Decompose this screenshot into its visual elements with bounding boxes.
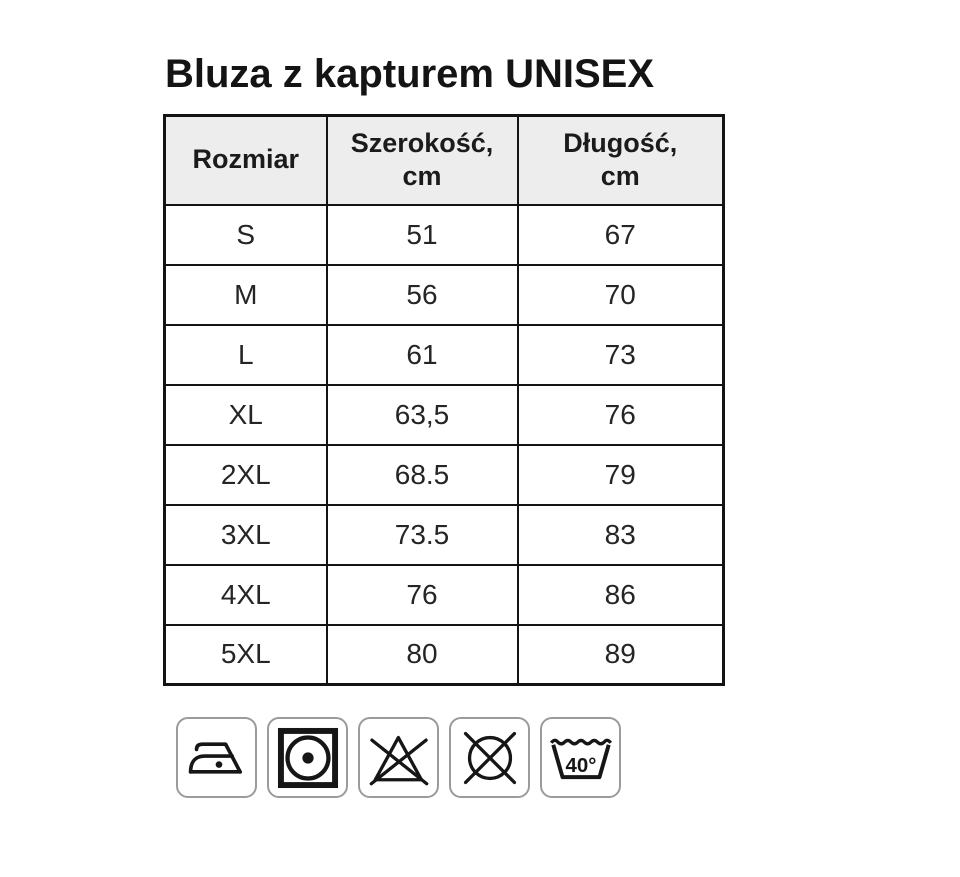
size-cell: 5XL [163, 623, 328, 686]
table-row: XL 63,5 76 [163, 383, 725, 446]
width-cell: 73.5 [325, 503, 519, 566]
length-cell: 76 [516, 383, 725, 446]
length-cell: 86 [516, 563, 725, 626]
width-cell: 76 [325, 563, 519, 626]
do-not-dry-clean-icon [449, 717, 530, 798]
table-row: M 56 70 [163, 263, 725, 326]
size-cell: S [163, 203, 328, 266]
size-cell: 4XL [163, 563, 328, 626]
table-row: 2XL 68.5 79 [163, 443, 725, 506]
width-cell: 61 [325, 323, 519, 386]
length-cell: 83 [516, 503, 725, 566]
table-header-row: Rozmiar Szerokość, cm Długość, cm [163, 114, 725, 206]
wash-40-degrees-icon: 40° [540, 717, 621, 798]
size-cell: 2XL [163, 443, 328, 506]
size-cell: XL [163, 383, 328, 446]
length-cell: 89 [516, 623, 725, 686]
header-length: Długość, cm [516, 114, 725, 206]
length-cell: 79 [516, 443, 725, 506]
size-cell: M [163, 263, 328, 326]
width-cell: 56 [325, 263, 519, 326]
length-cell: 67 [516, 203, 725, 266]
table-row: S 51 67 [163, 203, 725, 266]
size-cell: L [163, 323, 328, 386]
table-row: 4XL 76 86 [163, 563, 725, 626]
width-cell: 63,5 [325, 383, 519, 446]
length-cell: 73 [516, 323, 725, 386]
table-row: L 61 73 [163, 323, 725, 386]
wash-temperature-label: 40° [565, 753, 596, 776]
tumble-dry-normal-icon [267, 717, 348, 798]
width-cell: 51 [325, 203, 519, 266]
length-cell: 70 [516, 263, 725, 326]
iron-one-dot-icon [176, 717, 257, 798]
table-row: 3XL 73.5 83 [163, 503, 725, 566]
table-row: 5XL 80 89 [163, 623, 725, 686]
header-width: Szerokość, cm [325, 114, 519, 206]
size-table: Rozmiar Szerokość, cm Długość, cm S 51 6… [163, 114, 725, 686]
page-title: Bluza z kapturem UNISEX [165, 52, 655, 96]
size-cell: 3XL [163, 503, 328, 566]
width-cell: 80 [325, 623, 519, 686]
care-symbols-row: 40° [176, 717, 621, 798]
header-size: Rozmiar [163, 114, 328, 206]
do-not-bleach-icon [358, 717, 439, 798]
width-cell: 68.5 [325, 443, 519, 506]
